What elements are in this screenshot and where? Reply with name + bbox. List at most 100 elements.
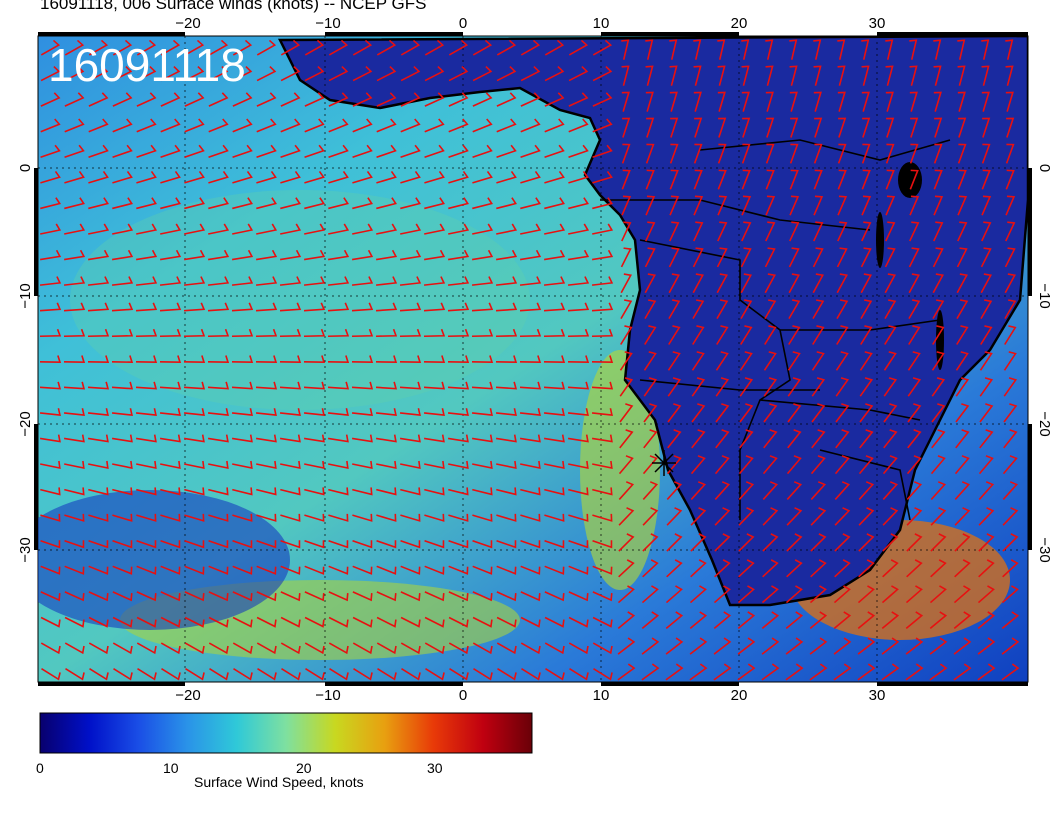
lat-tick: −20: [1036, 411, 1053, 436]
wind-barb: [1005, 195, 1016, 216]
wind-barb: [979, 351, 993, 371]
wind-barb: [88, 513, 109, 522]
wind-barb: [621, 39, 630, 60]
wind-barb: [376, 513, 397, 522]
wind-barb: [857, 611, 876, 629]
wind-barb: [136, 118, 157, 133]
wind-barb: [209, 668, 229, 681]
wind-barb: [352, 39, 373, 56]
wind-barb: [737, 663, 756, 681]
wind-barb: [376, 616, 397, 628]
wind-barb: [737, 585, 755, 604]
wind-barb: [472, 513, 493, 522]
wind-barb: [883, 429, 898, 449]
wind-barb: [447, 302, 470, 312]
wind-barb: [714, 455, 730, 475]
wind-barb: [693, 169, 703, 190]
wind-barb: [762, 507, 779, 526]
wind-barb: [63, 408, 85, 417]
wind-barb: [622, 117, 631, 138]
wind-barb: [448, 616, 469, 628]
wind-barb: [544, 170, 565, 184]
wind-barb: [399, 355, 422, 364]
wind-barb: [256, 591, 277, 602]
wind-barb: [136, 92, 157, 107]
wind-barb: [765, 39, 774, 60]
wind-barb: [520, 565, 541, 575]
wind-barb: [495, 408, 517, 417]
wind-barb: [811, 429, 826, 449]
wind-barb: [183, 276, 206, 286]
wind-barb: [761, 585, 779, 604]
wind-barb: [208, 513, 229, 522]
wind-barb: [232, 223, 254, 235]
wind-barb: [88, 487, 109, 496]
wind-barb: [207, 434, 229, 443]
wind-barb: [691, 377, 706, 397]
wind-barb: [715, 429, 730, 449]
wind-barb: [789, 91, 798, 112]
wind-barb: [208, 539, 229, 549]
wind-barb: [327, 302, 350, 312]
wind-barb: [207, 381, 230, 390]
wind-barb: [233, 668, 253, 681]
wind-barb: [861, 65, 870, 86]
wind-barb: [544, 66, 565, 82]
wind-barb: [400, 642, 421, 655]
lon-tick: 0: [459, 687, 467, 704]
wind-barb: [400, 66, 421, 82]
wind-barb: [544, 565, 565, 575]
wind-barb: [232, 565, 253, 575]
wind-barb: [668, 273, 680, 294]
wind-barb: [714, 507, 731, 526]
wind-barb: [620, 325, 633, 345]
wind-barb: [424, 92, 445, 107]
wind-barb: [981, 65, 990, 86]
wind-barb: [400, 487, 421, 496]
wind-barb: [591, 276, 614, 286]
wind-barb: [690, 455, 706, 475]
wind-barb: [766, 117, 775, 138]
wind-barb: [448, 39, 469, 56]
wind-barb: [304, 565, 325, 575]
wind-barb: [717, 195, 728, 216]
wind-barb: [496, 118, 517, 133]
wind-barb: [833, 585, 851, 604]
wind-barb: [111, 328, 134, 338]
wind-barb: [665, 637, 684, 655]
wind-barb: [1006, 117, 1015, 138]
wind-barb: [643, 351, 657, 371]
wind-barb: [112, 539, 133, 549]
wind-barb: [544, 460, 565, 469]
wind-barb: [520, 642, 541, 655]
wind-barb: [715, 403, 730, 423]
wind-barb: [352, 170, 373, 184]
wind-barb: [496, 170, 517, 184]
wind-barb: [765, 221, 776, 242]
wind-barb: [64, 223, 86, 235]
wind-barb: [813, 65, 822, 86]
wind-barb: [255, 302, 278, 312]
map-title: 16091118, 006 Surface winds (knots) -- N…: [40, 0, 427, 13]
wind-barb: [184, 66, 205, 82]
wind-barb: [327, 328, 350, 338]
wind-barb: [813, 39, 822, 60]
wind-barb: [714, 533, 731, 552]
wind-barb: [256, 487, 277, 496]
wind-barb: [135, 381, 158, 390]
wind-barb: [255, 434, 277, 443]
wind-barb: [978, 481, 995, 500]
wind-barb: [642, 455, 658, 475]
wind-barb: [232, 118, 253, 133]
wind-barb: [304, 92, 325, 107]
wind-barb: [352, 92, 373, 107]
wind-barb: [520, 144, 541, 159]
wind-barb: [932, 273, 944, 294]
wind-barb: [449, 668, 469, 681]
wind-barb: [351, 302, 374, 312]
wind-barb: [813, 91, 822, 112]
wind-barb: [883, 377, 898, 397]
wind-barb: [568, 92, 589, 107]
wind-barb: [400, 565, 421, 575]
wind-barb: [812, 325, 825, 345]
